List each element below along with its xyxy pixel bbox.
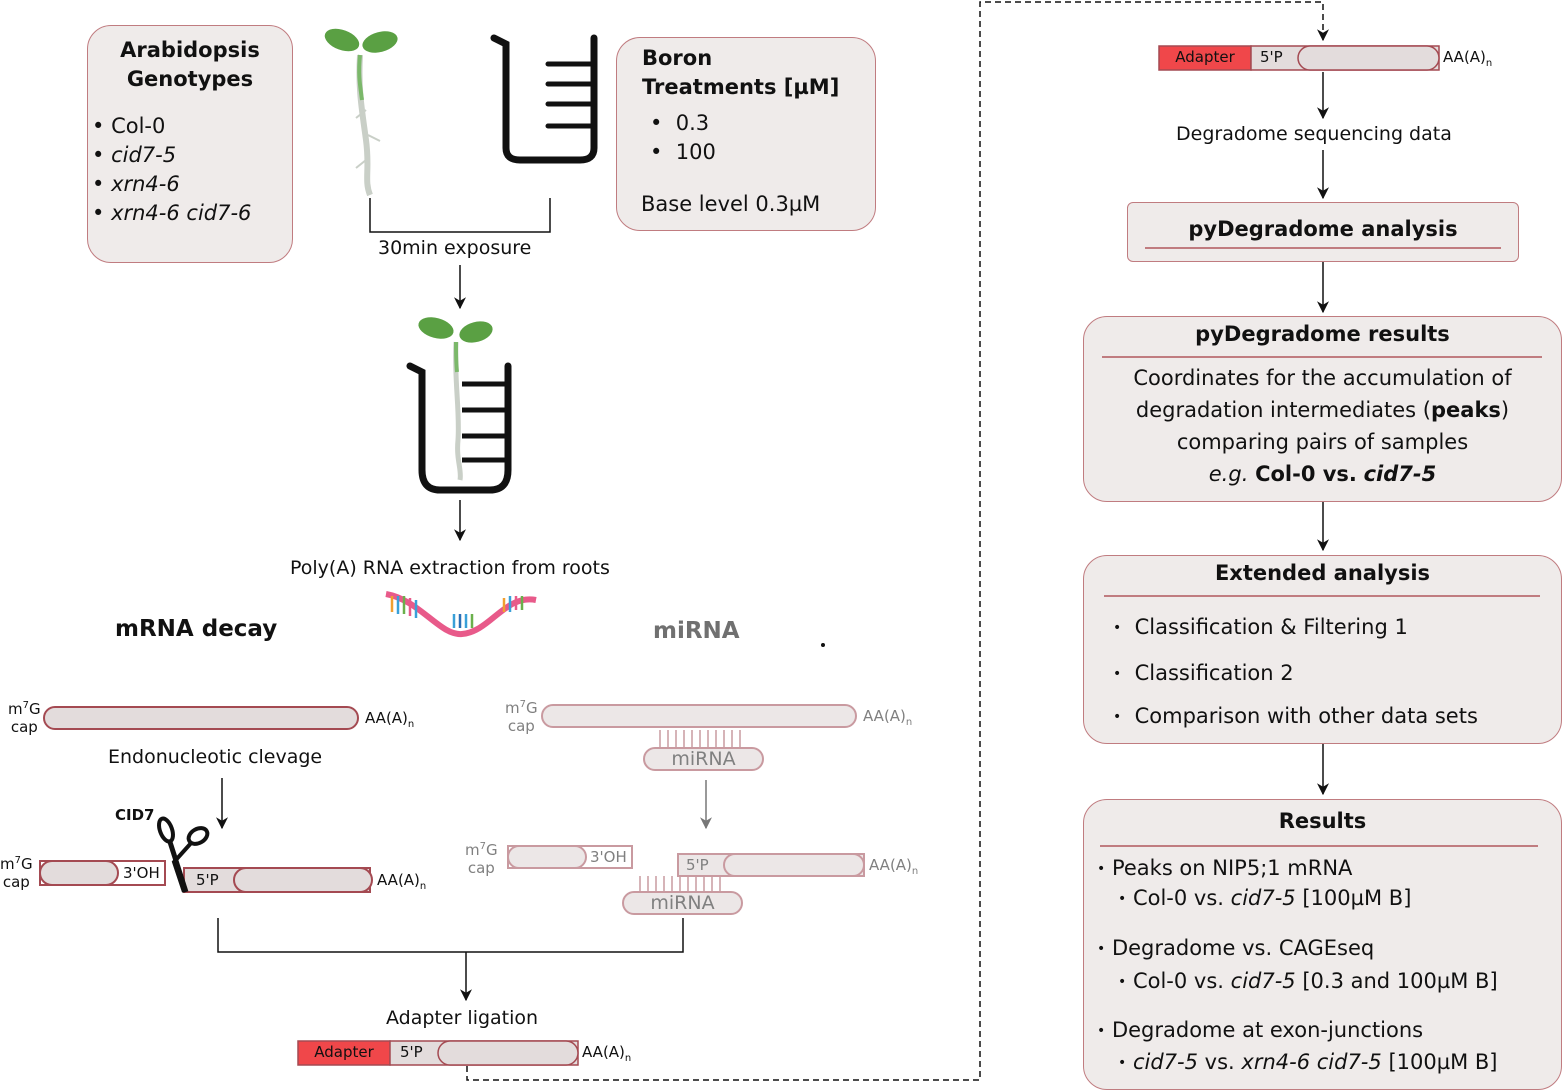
genotypes-title-1: Arabidopsis bbox=[120, 38, 260, 62]
pydeg-analysis-title: pyDegradome analysis bbox=[1188, 217, 1458, 241]
boron-base-level: Base level 0.3µM bbox=[641, 192, 821, 216]
results-subitem: • Col-0 vs. cid7-5 [0.3 and 100µM B] bbox=[1118, 969, 1498, 993]
results-box bbox=[1083, 799, 1562, 1090]
m7g-cap-label: m7G cap bbox=[465, 841, 498, 877]
pydeg-results-line2: degradation intermediates (peaks) bbox=[1135, 398, 1510, 422]
pydeg-results-line4: e.g. Col-0 vs. cid7-5 bbox=[1208, 462, 1437, 486]
extended-item: • Classification 2 bbox=[1113, 661, 1294, 685]
beaker-with-seedling-icon bbox=[406, 317, 512, 494]
rna-strand-icon bbox=[385, 591, 537, 637]
results-item: • Peaks on NIP5;1 mRNA bbox=[1097, 856, 1353, 880]
boron-title-1: Boron bbox=[642, 46, 713, 70]
extended-item: • Comparison with other data sets bbox=[1113, 704, 1478, 728]
results-title: Results bbox=[1278, 809, 1367, 833]
exposure-label: 30min exposure bbox=[378, 237, 532, 259]
adapter-p-label: 5'P bbox=[400, 1043, 423, 1061]
pydeg-results-title: pyDegradome results bbox=[1195, 322, 1450, 346]
adapter-label: Adapter bbox=[1175, 48, 1235, 66]
results-subitem: • cid7-5 vs. xrn4-6 cid7-5 [100µM B] bbox=[1118, 1050, 1498, 1074]
polya-label: AA(A)n bbox=[582, 1043, 632, 1064]
mrna-full-bar bbox=[43, 706, 359, 730]
boron-title-2: Treatments [µM] bbox=[642, 75, 840, 99]
endo-label: Endonucleotic clevage bbox=[108, 746, 323, 768]
genotype-item: • xrn4-6 bbox=[92, 172, 180, 196]
genotypes-title-2: Genotypes bbox=[126, 67, 254, 91]
mirna-label: miRNA bbox=[671, 748, 736, 770]
divider bbox=[1102, 356, 1542, 358]
boron-item: • 0.3 bbox=[650, 111, 710, 135]
polya-label: AA(A)n bbox=[1443, 48, 1493, 69]
genotypes-box bbox=[87, 25, 293, 263]
mirna-label: miRNA bbox=[650, 892, 715, 914]
m7g-cap-label: m7G cap bbox=[8, 700, 41, 736]
oh-label: 3'OH bbox=[590, 848, 627, 866]
boron-box bbox=[616, 37, 876, 231]
pydeg-analysis-box bbox=[1127, 202, 1519, 262]
degradome-seq-label: Degradome sequencing data bbox=[1176, 123, 1452, 145]
adapter-label: Adapter bbox=[314, 1043, 374, 1061]
beaker-icon bbox=[490, 34, 598, 164]
results-item: • Degradome at exon-junctions bbox=[1097, 1018, 1424, 1042]
pydeg-results-line1: Coordinates for the accumulation of bbox=[1133, 366, 1512, 390]
divider bbox=[1145, 247, 1501, 249]
polya-label: AA(A)n bbox=[365, 709, 415, 730]
results-item: • Degradome vs. CAGEseq bbox=[1097, 936, 1375, 960]
scissors-icon bbox=[157, 816, 210, 893]
divider bbox=[1100, 845, 1538, 847]
pydeg-results-box bbox=[1083, 316, 1562, 502]
cid7-label: CID7 bbox=[115, 806, 155, 824]
p-label: 5'P bbox=[196, 871, 219, 889]
oh-label: 3'OH bbox=[123, 864, 160, 882]
adapter-p-label: 5'P bbox=[1260, 48, 1283, 66]
polya-label: AA(A)n bbox=[869, 856, 919, 877]
extended-title: Extended analysis bbox=[1214, 561, 1431, 585]
genotype-item: • xrn4-6 cid7-6 bbox=[92, 201, 252, 225]
extended-item: • Classification & Filtering 1 bbox=[1113, 615, 1408, 639]
genotype-item: • Col-0 bbox=[92, 114, 166, 138]
m7g-cap-label: m7G cap bbox=[0, 855, 33, 891]
genotype-item: • cid7-5 bbox=[92, 143, 177, 167]
mrna-decay-title: mRNA decay bbox=[115, 616, 278, 642]
m7g-cap-label: m7G cap bbox=[505, 699, 538, 735]
seedling-icon bbox=[324, 28, 398, 197]
results-subitem: • Col-0 vs. cid7-5 [100µM B] bbox=[1118, 886, 1412, 910]
pydeg-results-line3: comparing pairs of samples bbox=[1176, 430, 1469, 454]
polya-label: AA(A)n bbox=[863, 707, 913, 728]
p-label: 5'P bbox=[686, 856, 709, 874]
boron-item: • 100 bbox=[650, 140, 716, 164]
extended-box bbox=[1083, 555, 1562, 744]
extraction-label: Poly(A) RNA extraction from roots bbox=[290, 557, 610, 579]
dot-mark bbox=[821, 643, 825, 647]
polya-label: AA(A)n bbox=[377, 871, 427, 892]
adapter-ligation-label: Adapter ligation bbox=[386, 1007, 539, 1029]
mirna-title: miRNA bbox=[653, 618, 740, 644]
divider bbox=[1104, 595, 1540, 597]
